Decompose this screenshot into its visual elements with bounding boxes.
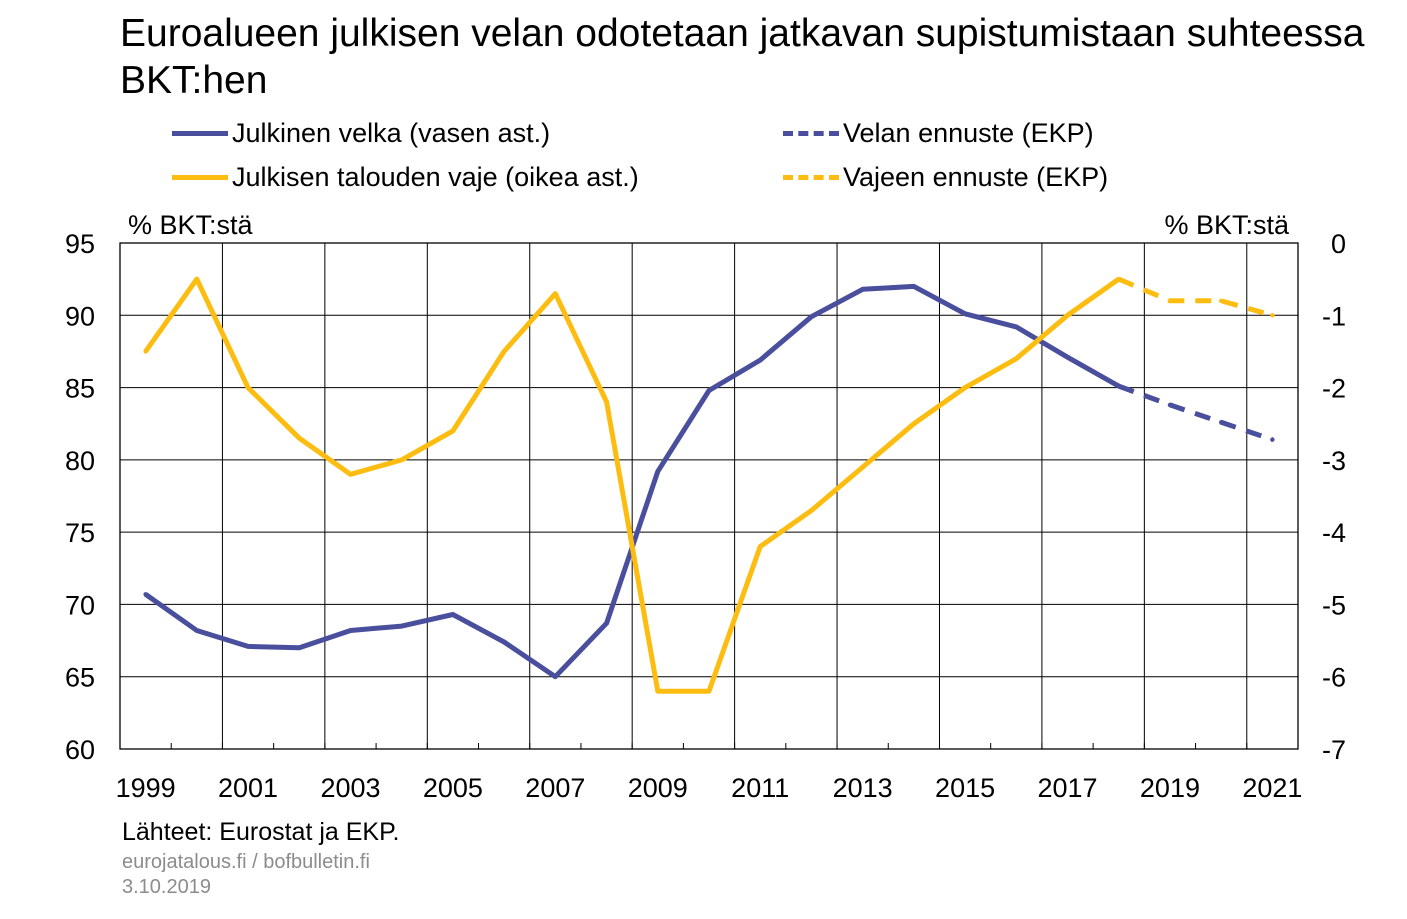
deficit-point bbox=[143, 349, 148, 354]
debt-point bbox=[758, 357, 763, 363]
deficit-point bbox=[809, 508, 814, 513]
deficit-point bbox=[911, 421, 917, 426]
legend-label-debt: Julkinen velka (vasen ast.) bbox=[232, 118, 551, 148]
deficit-point bbox=[348, 472, 353, 477]
left-axis-unit: % BKT:stä bbox=[128, 210, 253, 240]
x-axis-tick-label: 2007 bbox=[525, 773, 585, 803]
debt-point bbox=[1065, 355, 1070, 360]
debt-point bbox=[911, 284, 917, 289]
debt-point bbox=[962, 311, 968, 317]
deficit-point bbox=[655, 688, 660, 694]
right-axis-tick-label: -3 bbox=[1322, 446, 1346, 476]
debt-point bbox=[860, 287, 865, 292]
debt-point bbox=[553, 674, 558, 679]
debt-point bbox=[501, 639, 507, 645]
debt-forecast-point bbox=[1270, 437, 1275, 442]
debt-point bbox=[655, 469, 660, 474]
debt-point bbox=[143, 592, 148, 597]
right-axis-unit: % BKT:stä bbox=[1164, 210, 1289, 240]
x-axis-tick-label: 2003 bbox=[320, 773, 380, 803]
deficit-point bbox=[860, 464, 865, 470]
debt-point bbox=[348, 628, 353, 633]
debt-point bbox=[245, 644, 251, 649]
x-axis-tick-label: 2005 bbox=[423, 773, 483, 803]
deficit-point bbox=[1014, 356, 1019, 361]
left-axis-tick-label: 70 bbox=[65, 590, 95, 620]
right-axis-tick-label: -1 bbox=[1322, 301, 1346, 331]
deficit-point bbox=[758, 544, 763, 549]
debt-point bbox=[604, 621, 609, 626]
deficit-point bbox=[604, 399, 609, 405]
right-axis-tick-label: 0 bbox=[1331, 229, 1346, 259]
x-axis-tick-label: 2001 bbox=[218, 773, 278, 803]
x-axis-tick-label: 2009 bbox=[628, 773, 688, 803]
debt-forecast-series-line bbox=[1117, 383, 1274, 442]
deficit-point bbox=[1065, 313, 1070, 318]
right-axis-tick-label: -5 bbox=[1322, 590, 1346, 620]
right-axis-tick-label: -4 bbox=[1322, 518, 1346, 548]
left-axis-tick-label: 60 bbox=[65, 735, 95, 765]
deficit-forecast-point bbox=[1167, 298, 1173, 304]
debt-forecast-point bbox=[1116, 383, 1121, 389]
deficit-forecast-point bbox=[1116, 276, 1121, 282]
deficit-point bbox=[245, 385, 251, 390]
legend-item-debt: Julkinen velka (vasen ast.) bbox=[172, 118, 550, 149]
legend-item-deficit-forecast: Vajeen ennuste (EKP) bbox=[783, 162, 1108, 193]
deficit-point bbox=[297, 435, 302, 441]
chart-title: Euroalueen julkisen velan odotetaan jatk… bbox=[120, 12, 1365, 102]
deficit-point bbox=[501, 349, 507, 354]
legend-label-deficit-forecast: Vajeen ennuste (EKP) bbox=[843, 162, 1109, 192]
deficit-series-line bbox=[143, 276, 1121, 694]
legend-item-deficit: Julkisen talouden vaje (oikea ast.) bbox=[172, 162, 639, 193]
deficit-forecast-series-line bbox=[1117, 276, 1274, 318]
debt-point bbox=[450, 612, 456, 617]
debt-forecast-point bbox=[1218, 420, 1224, 425]
legend-swatch-deficit bbox=[172, 175, 228, 180]
deficit-point bbox=[706, 688, 712, 694]
x-axis-tick-label: 2017 bbox=[1037, 773, 1097, 803]
right-axis-tick-label: -6 bbox=[1322, 663, 1346, 693]
plot-frame bbox=[119, 242, 1299, 750]
left-axis-tick-label: 90 bbox=[65, 301, 95, 331]
left-axis-tick-label: 85 bbox=[65, 374, 95, 404]
legend-swatch-debt bbox=[172, 131, 228, 136]
x-axis-tick-label: 2019 bbox=[1140, 773, 1200, 803]
x-axis-tick-label: 2013 bbox=[833, 773, 893, 803]
debt-forecast-point bbox=[1167, 402, 1173, 408]
deficit-forecast-point bbox=[1218, 298, 1224, 304]
deficit-point bbox=[553, 291, 558, 296]
debt-point bbox=[706, 388, 712, 393]
legend-label-debt-forecast: Velan ennuste (EKP) bbox=[843, 118, 1094, 148]
x-axis-tick-label: 2011 bbox=[731, 773, 789, 803]
deficit-point bbox=[194, 276, 200, 282]
site-note: eurojatalous.fi / bofbulletin.fi bbox=[122, 851, 370, 873]
left-axis-tick-label: 80 bbox=[65, 446, 95, 476]
left-axis-tick-label: 75 bbox=[65, 518, 95, 548]
right-axis-tick-label: -2 bbox=[1322, 374, 1346, 404]
deficit-point bbox=[399, 457, 404, 463]
left-axis-tick-label: 95 bbox=[65, 229, 95, 259]
legend-item-debt-forecast: Velan ennuste (EKP) bbox=[783, 118, 1094, 149]
x-axis-tick-label: 1999 bbox=[116, 773, 176, 803]
date-note: 3.10.2019 bbox=[122, 876, 211, 898]
legend-label-deficit: Julkisen talouden vaje (oikea ast.) bbox=[232, 162, 639, 192]
legend-swatch-deficit-forecast bbox=[783, 175, 839, 180]
debt-point bbox=[399, 623, 404, 629]
debt-point bbox=[297, 645, 302, 650]
debt-point bbox=[809, 314, 814, 319]
debt-point bbox=[194, 628, 200, 633]
deficit-forecast-point bbox=[1270, 313, 1275, 318]
debt-point bbox=[1014, 324, 1019, 330]
deficit-point bbox=[450, 428, 456, 434]
source-note: Lähteet: Eurostat ja EKP. bbox=[122, 818, 400, 846]
left-axis-tick-label: 65 bbox=[65, 663, 95, 693]
x-axis-tick-label: 2015 bbox=[935, 773, 995, 803]
x-axis-tick-label: 2021 bbox=[1242, 773, 1302, 803]
deficit-point bbox=[962, 385, 968, 390]
legend-swatch-debt-forecast bbox=[783, 131, 839, 136]
right-axis-tick-label: -7 bbox=[1322, 735, 1346, 765]
